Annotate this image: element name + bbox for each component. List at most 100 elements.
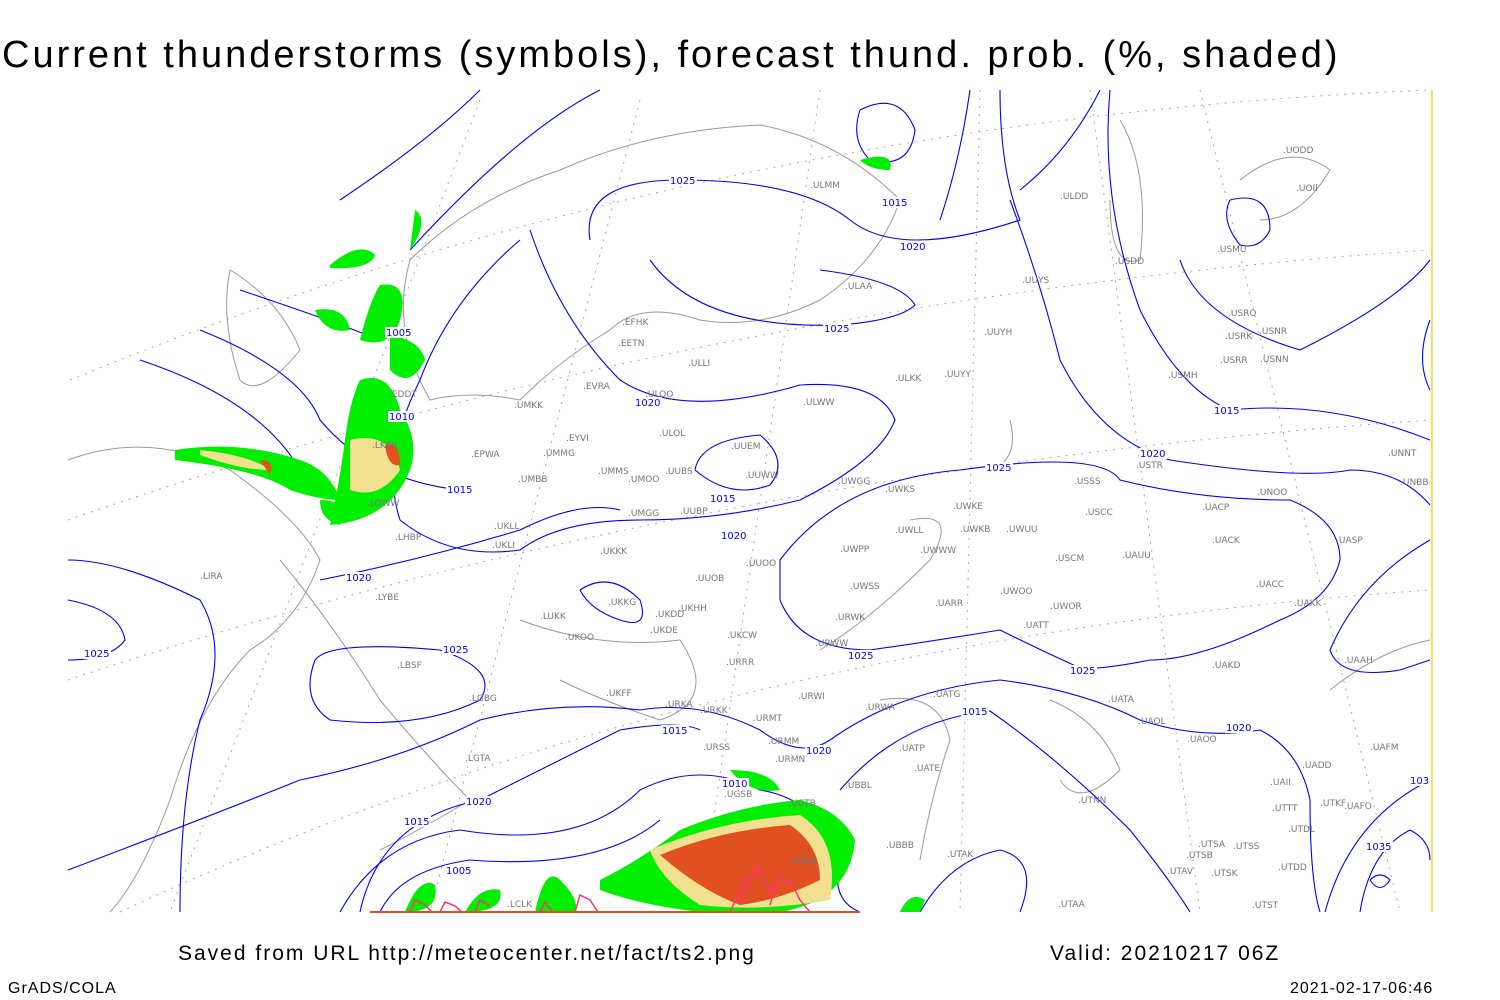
- station-label: .UASP: [1336, 536, 1363, 546]
- station-label: .UTSK: [1211, 869, 1239, 879]
- station-label: .UUYH: [984, 328, 1012, 338]
- isobar-label: 1005: [446, 866, 471, 877]
- isobar-label: 1015: [882, 198, 907, 209]
- isobar-label: 1025: [1070, 666, 1095, 677]
- station-label: .UODD: [1283, 146, 1313, 156]
- station-label: .URMN: [775, 755, 805, 765]
- station-label: .UMMS: [598, 467, 629, 477]
- station-label: .USDD: [1115, 257, 1144, 267]
- station-label: .UAFM: [1370, 743, 1399, 753]
- isobar-label: 1015: [662, 726, 687, 737]
- station-label: .UKLL: [494, 522, 519, 532]
- station-label: .USSS: [1074, 477, 1101, 487]
- station-label: .LKPR: [372, 441, 397, 451]
- isobar-label: 1025: [443, 645, 468, 656]
- generated-timestamp: 2021-02-17-06:46: [1290, 980, 1434, 997]
- station-label: .UWPP: [840, 545, 870, 555]
- station-label: .UKKG: [608, 598, 636, 608]
- isobar-label: 1020: [346, 573, 371, 584]
- isobar-label: 1025: [848, 651, 873, 662]
- station-label: .ULLI: [688, 359, 710, 369]
- station-label: .ULMM: [810, 181, 840, 191]
- station-label: .UUEM: [731, 442, 761, 452]
- isobar-label: 1020: [466, 797, 491, 808]
- station-label: .UKLI: [492, 541, 515, 551]
- station-label: .UKDE: [650, 626, 678, 636]
- isobar-label: 103: [1410, 776, 1429, 787]
- isobar-label: 1025: [986, 463, 1011, 474]
- station-label: .LGBG: [469, 694, 497, 704]
- software-credit: GrADS/COLA: [8, 980, 117, 997]
- station-label: .URMM: [768, 737, 799, 747]
- station-label: .LOWW: [367, 499, 400, 509]
- station-label: .UGTB: [788, 799, 816, 809]
- station-label: .UAUU: [1122, 551, 1151, 561]
- station-label: .EYVI: [566, 434, 589, 444]
- station-label: .UAKK: [1294, 599, 1323, 609]
- station-label: .UTTT: [1272, 804, 1298, 814]
- station-label: .UAOL: [1138, 717, 1166, 727]
- station-label: .UWOR: [1050, 602, 1082, 612]
- station-label: .UTAK: [947, 850, 974, 860]
- station-label: .UADD: [1302, 761, 1332, 771]
- station-label: .UWKB: [960, 525, 990, 535]
- station-label: .USMH: [1168, 371, 1198, 381]
- station-label: .URMT: [753, 714, 782, 724]
- station-label: .LHBP: [395, 533, 422, 543]
- station-label: .UATA: [1108, 695, 1135, 705]
- station-label: .UNOO: [1257, 488, 1287, 498]
- station-label: .USRR: [1220, 356, 1248, 366]
- station-label: .ULOL: [659, 429, 685, 439]
- station-label: .UUOO: [746, 559, 776, 569]
- isobar-label: 1015: [710, 494, 735, 505]
- station-label: .EFHK: [622, 318, 649, 328]
- station-label: .USCC: [1085, 508, 1113, 518]
- isobar-label: 1010: [722, 779, 747, 790]
- station-label: .USRO: [1228, 309, 1257, 319]
- station-label: .UMKK: [514, 401, 544, 411]
- station-label: .LIRA: [200, 572, 223, 582]
- valid-time: Valid: 20210217 06Z: [1050, 942, 1281, 965]
- station-label: .UTDL: [1288, 825, 1315, 835]
- station-label: .EVRA: [583, 382, 611, 392]
- station-label: .UACP: [1202, 503, 1230, 513]
- isobar-label: 1005: [386, 328, 411, 339]
- station-label: .UMOO: [628, 475, 659, 485]
- station-label: .UAAH: [1344, 656, 1373, 666]
- thunderstorm-probability-shading: [175, 90, 1433, 913]
- station-label: .UATG: [933, 690, 960, 700]
- station-label: .USRK: [1225, 332, 1253, 342]
- isobar-label: 1020: [721, 531, 746, 542]
- station-label: .UTAA: [1058, 900, 1086, 910]
- station-label: .UWSS: [850, 582, 880, 592]
- isobar-label: 1025: [824, 324, 849, 335]
- station-label: .URWA: [865, 703, 896, 713]
- station-label: .UTSB: [1186, 851, 1213, 861]
- station-label: .URKA: [665, 700, 693, 710]
- station-labels: .ULMM .ULDD .UODD .UOII .USMU .USDD .ULAA .UUYS…: [200, 146, 1429, 911]
- station-label: .UAII: [1270, 778, 1291, 788]
- station-label: .UOII: [1296, 184, 1318, 194]
- map-title: Current thunderstorms (symbols), forecas…: [2, 34, 1341, 76]
- station-label: .UATP: [899, 744, 925, 754]
- isobar-labels: 1025 1015 1020 1025 1005 1010 1020 1015 1015 1020…: [83, 175, 1431, 877]
- station-label: .UTST: [1252, 901, 1279, 911]
- station-label: .UKFF: [606, 689, 632, 699]
- station-label: .ULAA: [845, 282, 873, 292]
- station-label: .LCLK: [507, 900, 533, 910]
- station-label: .UWLL: [895, 526, 923, 536]
- station-label: .UWKE: [953, 502, 983, 512]
- station-label: .UKOO: [565, 633, 594, 643]
- station-label: .UUOB: [695, 574, 724, 584]
- station-label: .UTNN: [1078, 796, 1106, 806]
- station-label: .UWUU: [1006, 525, 1038, 535]
- isobar-label: 1020: [1226, 723, 1251, 734]
- station-label: .UTAV: [1167, 867, 1194, 877]
- station-label: .UTSA: [1198, 840, 1226, 850]
- station-label: .UWKS: [885, 485, 915, 495]
- station-label: .UTSS: [1233, 842, 1260, 852]
- station-label: .ULOO: [645, 390, 673, 400]
- station-label: .UACK: [1212, 536, 1241, 546]
- isobar-label: 1020: [635, 398, 660, 409]
- station-label: .USTR: [1136, 461, 1163, 471]
